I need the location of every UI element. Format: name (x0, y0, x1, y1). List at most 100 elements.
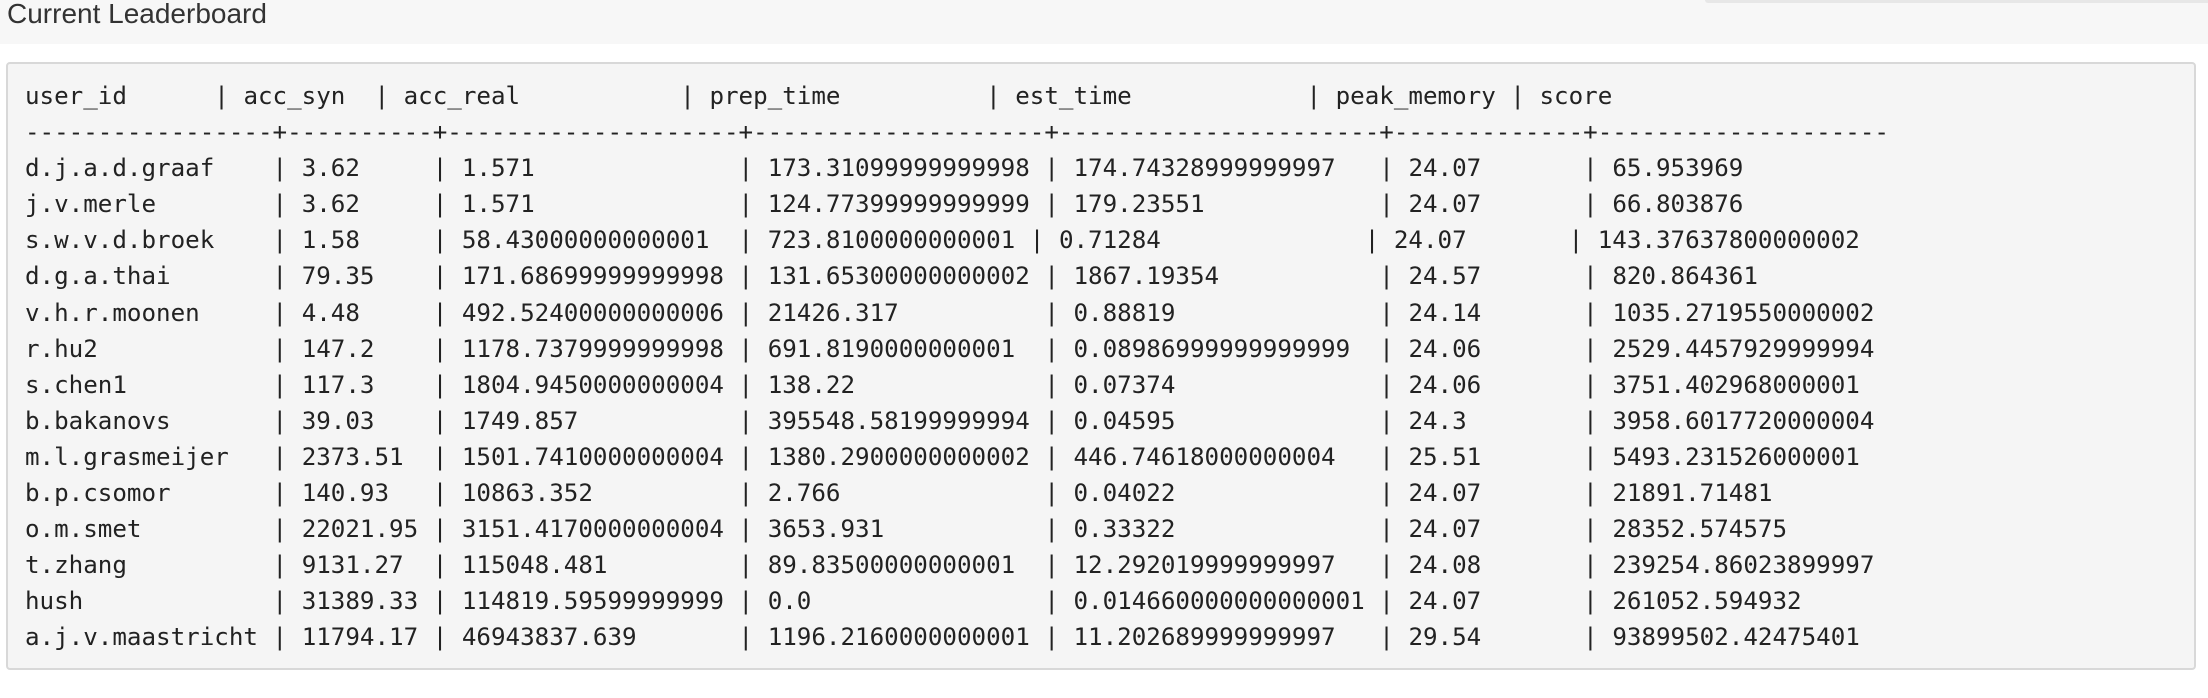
cell-peak-memory: 24.06 (1408, 370, 1482, 399)
table-row: b.p.csomor | 140.93 | 10863.352 | 2.766 … (25, 479, 1773, 508)
cell-peak-memory: 29.54 (1408, 623, 1482, 652)
table-row: s.chen1 | 117.3 | 1804.9450000000004 | 1… (25, 370, 1860, 399)
cell-acc-real: 492.52400000000006 (461, 298, 724, 327)
cell-score: 2529.4457929999994 (1612, 334, 1875, 363)
column-header-est-time: est_time (1015, 82, 1132, 110)
cell-prep-time: 1196.2160000000001 (767, 623, 1030, 652)
leaderboard-table: user_id | acc_syn | acc_real | prep_time… (8, 64, 2194, 656)
cell-peak-memory: 24.06 (1408, 334, 1482, 363)
cell-acc-syn: 147.2 (301, 334, 375, 363)
cell-prep-time: 21426.317 (767, 298, 899, 327)
cell-user-id: r.hu2 (25, 334, 98, 363)
cell-acc-real: 1.571 (461, 154, 535, 183)
cell-prep-time: 173.31099999999998 (767, 154, 1030, 183)
table-row: d.j.a.d.graaf | 3.62 | 1.571 | 173.31099… (25, 154, 1744, 183)
cell-user-id: d.j.a.d.graaf (25, 154, 215, 183)
cell-est-time: 0.88819 (1073, 298, 1176, 327)
cell-est-time: 174.74328999999997 (1073, 154, 1336, 183)
cell-score: 143.37637800000002 (1597, 226, 1860, 255)
cell-user-id: j.v.merle (25, 190, 157, 219)
column-header-peak-memory: peak_memory (1335, 82, 1496, 110)
cell-prep-time: 138.22 (767, 370, 856, 399)
column-header-acc-syn: acc_syn (243, 82, 346, 110)
cell-peak-memory: 24.07 (1408, 515, 1482, 544)
column-header-score: score (1539, 82, 1613, 110)
cell-peak-memory: 24.08 (1408, 551, 1482, 580)
table-row: hush | 31389.33 | 114819.59599999999 | 0… (25, 587, 1802, 616)
cell-acc-real: 3151.4170000000004 (461, 515, 724, 544)
cell-score: 1035.2719550000002 (1612, 298, 1875, 327)
cell-est-time: 11.202689999999997 (1073, 623, 1336, 652)
cell-score: 28352.574575 (1612, 515, 1788, 544)
cell-score: 21891.71481 (1612, 479, 1773, 508)
column-header-prep-time: prep_time (709, 82, 841, 110)
cell-score: 820.864361 (1612, 262, 1758, 291)
leaderboard-header-row: user_id | acc_syn | acc_real | prep_time… (25, 82, 1613, 110)
cell-peak-memory: 24.57 (1408, 262, 1482, 291)
cell-prep-time: 0.0 (767, 587, 812, 616)
cell-acc-syn: 4.48 (301, 298, 360, 327)
top-header-panel (0, 0, 2208, 44)
cell-acc-real: 114819.59599999999 (461, 587, 724, 616)
cell-score: 65.953969 (1612, 154, 1744, 183)
cell-prep-time: 124.77399999999999 (767, 190, 1030, 219)
cell-user-id: t.zhang (25, 551, 127, 580)
cell-acc-real: 58.43000000000001 (461, 226, 710, 255)
cell-acc-real: 1749.857 (461, 406, 579, 435)
cell-est-time: 446.74618000000004 (1073, 442, 1336, 471)
cell-user-id: d.g.a.thai (25, 262, 171, 291)
table-row: d.g.a.thai | 79.35 | 171.68699999999998 … (25, 262, 1758, 291)
cell-acc-syn: 39.03 (301, 406, 375, 435)
cell-user-id: v.h.r.moonen (25, 298, 200, 327)
column-header-user-id: user_id (25, 82, 127, 110)
cell-prep-time: 395548.58199999994 (767, 406, 1030, 435)
cell-score: 5493.231526000001 (1612, 442, 1860, 471)
table-row: a.j.v.maastricht | 11794.17 | 46943837.6… (25, 623, 1860, 652)
cell-acc-real: 1804.9450000000004 (461, 370, 724, 399)
cell-prep-time: 89.83500000000001 (767, 551, 1016, 580)
cell-prep-time: 2.766 (767, 479, 841, 508)
cell-prep-time: 723.8100000000001 (767, 226, 1016, 255)
leaderboard-divider: -----------------+----------+-----------… (25, 118, 1889, 147)
cell-acc-real: 115048.481 (461, 551, 608, 580)
cell-acc-syn: 11794.17 (301, 623, 419, 652)
header-control-edge (1705, 0, 2208, 3)
table-row: o.m.smet | 22021.95 | 3151.4170000000004… (25, 515, 1788, 544)
cell-acc-syn: 3.62 (301, 154, 360, 183)
cell-acc-real: 1501.7410000000004 (461, 442, 724, 471)
leaderboard-panel: user_id | acc_syn | acc_real | prep_time… (6, 62, 2196, 670)
table-row: r.hu2 | 147.2 | 1178.7379999999998 | 691… (25, 334, 1875, 363)
cell-est-time: 0.014660000000000001 (1073, 587, 1365, 616)
cell-acc-syn: 9131.27 (301, 551, 404, 580)
cell-score: 3751.402968000001 (1612, 370, 1860, 399)
cell-acc-real: 171.68699999999998 (461, 262, 724, 291)
cell-user-id: b.p.csomor (25, 479, 171, 508)
cell-prep-time: 3653.931 (767, 515, 885, 544)
cell-acc-syn: 2373.51 (301, 442, 404, 471)
cell-est-time: 0.71284 (1058, 226, 1161, 255)
cell-user-id: s.chen1 (25, 370, 127, 399)
cell-acc-syn: 117.3 (301, 370, 375, 399)
cell-acc-syn: 31389.33 (301, 587, 419, 616)
page-title: Current Leaderboard (7, 0, 267, 29)
cell-acc-syn: 1.58 (301, 226, 360, 255)
column-header-acc-real: acc_real (403, 82, 521, 110)
cell-score: 66.803876 (1612, 190, 1744, 219)
cell-peak-memory: 24.07 (1408, 587, 1482, 616)
cell-user-id: hush (25, 587, 84, 616)
cell-acc-syn: 140.93 (301, 479, 390, 508)
cell-acc-real: 46943837.639 (461, 623, 637, 652)
cell-peak-memory: 24.07 (1408, 190, 1482, 219)
cell-prep-time: 1380.2900000000002 (767, 442, 1030, 471)
cell-score: 239254.86023899997 (1612, 551, 1875, 580)
cell-peak-memory: 24.3 (1408, 406, 1467, 435)
cell-est-time: 0.07374 (1073, 370, 1176, 399)
table-row: b.bakanovs | 39.03 | 1749.857 | 395548.5… (25, 406, 1875, 435)
cell-user-id: b.bakanovs (25, 406, 171, 435)
cell-peak-memory: 24.07 (1408, 479, 1482, 508)
cell-est-time: 0.04595 (1073, 406, 1176, 435)
cell-est-time: 1867.19354 (1073, 262, 1220, 291)
table-row: t.zhang | 9131.27 | 115048.481 | 89.8350… (25, 551, 1875, 580)
cell-score: 93899502.42475401 (1612, 623, 1860, 652)
cell-acc-syn: 22021.95 (301, 515, 419, 544)
